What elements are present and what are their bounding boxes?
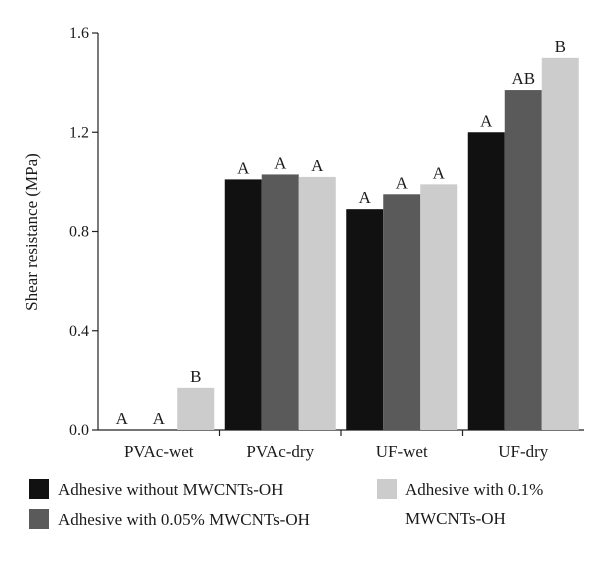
bar-significance-label: B xyxy=(555,37,566,56)
bar-significance-label: A xyxy=(311,156,324,175)
bar xyxy=(298,176,336,430)
legend-label: Adhesive with 0.05% MWCNTs-OH xyxy=(58,510,310,529)
legend-swatch xyxy=(29,509,49,529)
x-category-label: UF-wet xyxy=(376,442,428,461)
legend-label: Adhesive without MWCNTs-OH xyxy=(58,480,283,499)
bar xyxy=(467,132,505,430)
legend-swatch xyxy=(377,479,397,499)
bar-significance-label: A xyxy=(480,111,493,130)
legend-label-line-1: Adhesive with 0.1% xyxy=(405,480,543,499)
bar-significance-label: A xyxy=(153,409,166,428)
y-tick-label: 1.2 xyxy=(69,124,89,141)
bar xyxy=(420,184,458,430)
bar-significance-label: A xyxy=(359,188,372,207)
bar-significance-label: A xyxy=(237,158,250,177)
bar-significance-label: A xyxy=(116,409,129,428)
x-category-label: PVAc-wet xyxy=(124,442,194,461)
legend: Adhesive without MWCNTs-OH Adhesive with … xyxy=(29,479,543,529)
y-tick-label: 0.4 xyxy=(69,323,89,340)
y-tick-label: 0.0 xyxy=(69,422,89,439)
legend-swatch xyxy=(29,479,49,499)
y-tick-label: 1.6 xyxy=(69,25,89,42)
bar xyxy=(541,57,579,430)
bar xyxy=(504,90,542,430)
bar-significance-label: A xyxy=(274,153,287,172)
bar-significance-label: B xyxy=(190,367,201,386)
bar xyxy=(261,174,299,430)
x-category-label: UF-dry xyxy=(498,442,549,461)
bar-significance-label: A xyxy=(396,173,409,192)
bar-significance-label: A xyxy=(433,163,446,182)
bar xyxy=(177,387,215,430)
bar xyxy=(383,194,421,430)
y-tick-label: 0.8 xyxy=(69,224,89,241)
legend-label-line-2: MWCNTs-OH xyxy=(405,509,506,528)
bar-significance-label: AB xyxy=(511,69,535,88)
bar xyxy=(346,209,384,430)
x-category-label: PVAc-dry xyxy=(246,442,314,461)
bar xyxy=(224,179,262,430)
y-axis-title: Shear resistance (MPa) xyxy=(22,153,41,311)
